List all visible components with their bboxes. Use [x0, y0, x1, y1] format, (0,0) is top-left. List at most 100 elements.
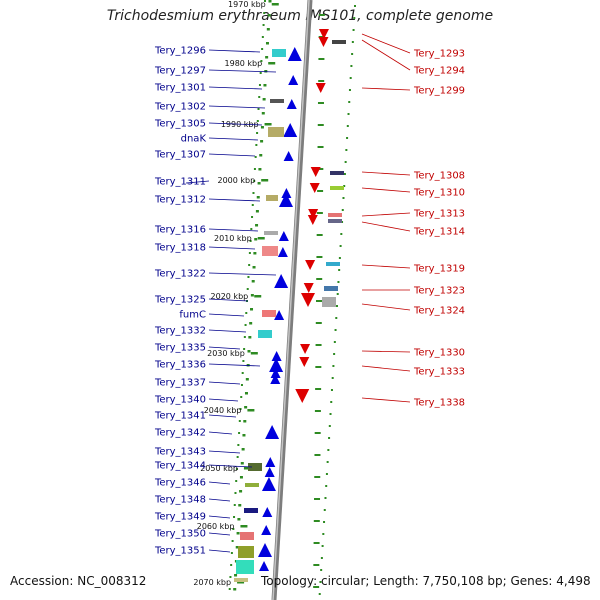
outer-track-dot — [333, 341, 336, 343]
outer-track-dot — [322, 533, 325, 535]
leader-line-left — [208, 549, 231, 553]
gene-label-left: Tery_1322 — [154, 269, 206, 280]
leader-line-left — [208, 198, 261, 202]
forward-gene-arrow — [279, 193, 293, 207]
scale-dot — [252, 266, 256, 269]
inner-track-dash — [313, 542, 320, 544]
reverse-gene-arrow — [308, 209, 319, 219]
gene-label-right: Tery_1293 — [413, 49, 465, 60]
scale-dot — [255, 224, 259, 227]
scale-tick — [247, 409, 255, 412]
outer-track-dot — [243, 336, 246, 338]
leader-line-left — [208, 431, 233, 435]
scale-dot — [247, 350, 251, 353]
scale-dot — [256, 196, 260, 199]
gene-block — [248, 463, 262, 471]
forward-gene-arrow — [258, 543, 272, 557]
forward-gene-arrow — [278, 231, 289, 241]
scale-tick — [250, 352, 258, 355]
inner-track-dash — [314, 476, 321, 478]
forward-gene-arrow — [264, 467, 275, 477]
leader-line-right — [361, 264, 411, 269]
outer-track-dot — [340, 233, 343, 235]
outer-track-dot — [335, 317, 338, 319]
outer-track-dot — [346, 125, 349, 127]
outer-track-dot — [256, 120, 259, 122]
outer-track-dot — [318, 593, 321, 595]
outer-track-dot — [331, 377, 334, 379]
inner-track-dash — [318, 80, 325, 82]
outer-track-dot — [229, 576, 232, 578]
reverse-gene-arrow — [310, 167, 321, 177]
outer-track-dot — [237, 444, 240, 446]
scale-dot — [265, 42, 269, 45]
inner-track-dash — [316, 278, 323, 280]
leader-line-left — [208, 329, 247, 333]
gene-label-left: Tery_1337 — [154, 378, 206, 389]
forward-gene-arrow — [265, 425, 280, 439]
outer-track-dot — [343, 185, 346, 187]
leader-line-left — [208, 105, 266, 109]
outer-track-dot — [352, 29, 355, 31]
inner-track-dash — [317, 190, 324, 192]
leader-line-left — [208, 122, 263, 126]
leader-line-right — [361, 187, 411, 193]
gene-label-left: Tery_1316 — [154, 225, 206, 236]
outer-track-dot — [228, 588, 231, 590]
leader-line-left — [208, 272, 277, 276]
leader-line-left — [208, 450, 241, 454]
reverse-gene-arrow — [315, 83, 326, 93]
outer-track-dot — [251, 216, 254, 218]
gene-label-left: Tery_1350 — [154, 529, 206, 540]
leader-line-left — [208, 49, 261, 53]
outer-track-dot — [345, 149, 348, 151]
inner-track-dash — [315, 344, 322, 346]
outer-track-dot — [262, 24, 265, 26]
gene-block — [262, 246, 278, 256]
scale-dot — [265, 56, 269, 59]
gene-label-left: fumC — [179, 310, 206, 321]
gene-label-left: Tery_1335 — [154, 343, 206, 354]
scale-dot — [250, 294, 254, 297]
outer-track-dot — [246, 288, 249, 290]
scale-dot — [253, 252, 257, 255]
scale-dot — [238, 504, 242, 507]
gene-label-left: Tery_1348 — [154, 495, 206, 506]
leader-line-right — [361, 221, 411, 232]
outer-track-dot — [264, 0, 266, 2]
scale-tick — [257, 237, 265, 240]
outer-track-dot — [329, 413, 332, 415]
outer-track-dot — [242, 360, 245, 362]
leader-line-left — [208, 137, 259, 141]
leader-line-left — [208, 346, 241, 350]
outer-track-dot — [324, 497, 327, 499]
reverse-gene-arrow — [301, 293, 315, 307]
outer-track-dot — [350, 65, 353, 67]
gene-label-left: Tery_1312 — [154, 195, 206, 206]
gene-block — [240, 532, 254, 540]
outer-track-dot — [339, 245, 342, 247]
genome-backbone — [271, 0, 313, 600]
gene-label-right: Tery_1338 — [413, 398, 465, 409]
reverse-gene-arrow — [299, 357, 310, 367]
reverse-gene-arrow — [303, 283, 314, 293]
scale-tick — [268, 62, 276, 65]
outer-track-dot — [256, 132, 259, 134]
outer-track-dot — [319, 581, 322, 583]
gene-block — [268, 127, 284, 137]
scale-dot — [260, 140, 264, 143]
inner-track-dash — [317, 124, 324, 126]
gene-label-left: Tery_1311 — [154, 177, 206, 188]
gene-label-right: Tery_1313 — [413, 209, 465, 220]
gene-label-right: Tery_1294 — [413, 66, 465, 77]
inner-track-dash — [317, 102, 324, 104]
outer-track-dot — [328, 425, 331, 427]
outer-track-dot — [320, 557, 323, 559]
inner-track-dash — [316, 234, 323, 236]
outer-track-dot — [341, 221, 344, 223]
forward-gene-arrow — [274, 310, 285, 320]
gene-label-right: Tery_1319 — [413, 264, 465, 275]
gene-label-right: Tery_1323 — [413, 286, 465, 297]
outer-track-dot — [234, 492, 237, 494]
forward-gene-arrow — [288, 75, 299, 85]
